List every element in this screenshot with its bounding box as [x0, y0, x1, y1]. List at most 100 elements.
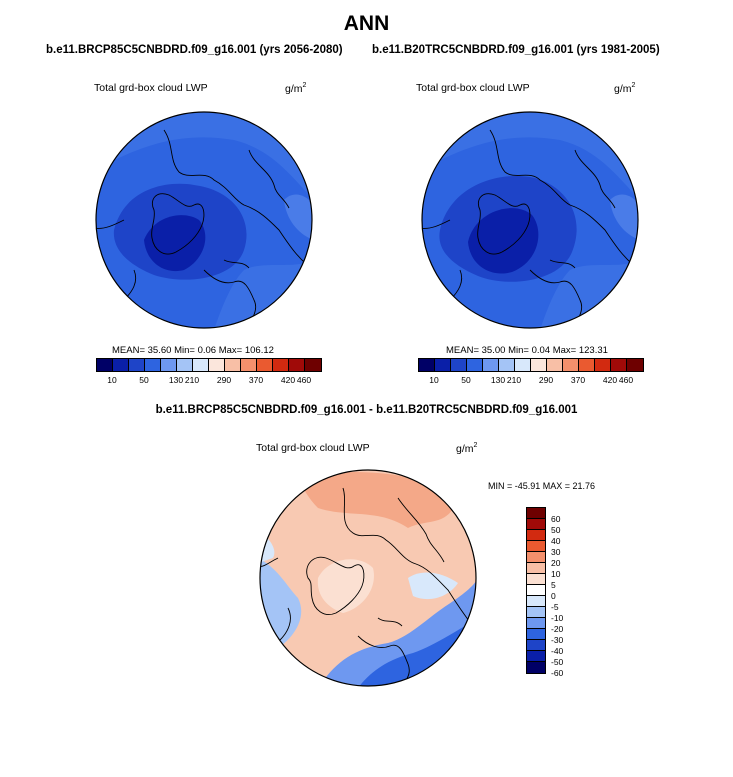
right-colorbar-swatch	[579, 359, 595, 371]
right-colorbar-swatch	[627, 359, 643, 371]
diff-units-label: g/m2	[456, 442, 478, 455]
right-colorbar-swatch	[595, 359, 611, 371]
diff-colorbar-tick-label: 30	[551, 547, 561, 557]
right-colorbar	[418, 358, 644, 372]
diff-colorbar-tick-label: 40	[551, 536, 561, 546]
left-colorbar-swatch	[177, 359, 193, 371]
right-colorbar-tick-label: 460	[618, 375, 634, 385]
diff-colorbar-tick-label: 50	[551, 525, 561, 535]
left-max-value: 106.12	[244, 345, 274, 356]
diff-colorbar-tick-label: -20	[551, 624, 564, 634]
right-colorbar-swatch	[499, 359, 515, 371]
diff-colorbar-swatch	[527, 530, 545, 541]
diff-colorbar-swatch	[527, 651, 545, 662]
diff-colorbar-tick-label: 60	[551, 514, 561, 524]
left-colorbar-tick-label: 460	[296, 375, 312, 385]
diff-colorbar	[526, 507, 546, 674]
right-colorbar-swatch	[435, 359, 451, 371]
right-colorbar-swatch	[515, 359, 531, 371]
left-colorbar-swatch	[193, 359, 209, 371]
left-mean-value: 35.60	[147, 345, 172, 356]
left-colorbar-swatch	[273, 359, 289, 371]
left-colorbar-swatch	[225, 359, 241, 371]
diff-colorbar-tick-label: 10	[551, 569, 561, 579]
diff-colorbar-swatch	[527, 640, 545, 651]
diff-colorbar-swatch	[527, 629, 545, 640]
right-colorbar-tick-label: 50	[461, 375, 471, 385]
diff-polar-map	[259, 469, 477, 687]
diff-colorbar-swatch	[527, 552, 545, 563]
left-colorbar-tick-label: 420	[280, 375, 296, 385]
diff-region-greenland-neutral	[317, 559, 374, 613]
diff-variable-label: Total grd-box cloud LWP	[256, 442, 370, 454]
right-colorbar-swatch	[419, 359, 435, 371]
left-units-label: g/m2	[285, 82, 307, 95]
diff-range-text: MIN = -45.91 MAX = 21.76	[488, 481, 596, 491]
figure-title: ANN	[343, 12, 390, 35]
right-max-value: 123.31	[578, 345, 608, 356]
diff-colorbar-swatch	[527, 508, 545, 519]
right-colorbar-swatch	[563, 359, 579, 371]
left-colorbar-swatch	[209, 359, 225, 371]
diff-colorbar-swatch	[527, 563, 545, 574]
left-stats: MEAN= 35.60 Min= 0.06 Max= 106.12	[112, 345, 274, 356]
diff-colorbar-tick-label: 5	[551, 580, 556, 590]
difference-title: b.e11.BRCP85C5CNBDRD.f09_g16.001 - b.e11…	[155, 404, 578, 416]
left-colorbar-swatch	[145, 359, 161, 371]
left-min-label: Min=	[174, 345, 195, 356]
right-polar-map	[421, 111, 639, 329]
left-colorbar-swatch	[97, 359, 113, 371]
diff-colorbar-swatch	[527, 574, 545, 585]
right-colorbar-swatch	[451, 359, 467, 371]
diff-colorbar-tick-label: -40	[551, 646, 564, 656]
right-variable-label: Total grd-box cloud LWP	[416, 82, 530, 94]
left-colorbar-swatch	[113, 359, 129, 371]
left-colorbar-tick-label: 130	[168, 375, 184, 385]
right-colorbar-tick-label: 370	[570, 375, 586, 385]
right-colorbar-swatch	[547, 359, 563, 371]
diff-colorbar-swatch	[527, 596, 545, 607]
left-colorbar-tick-label: 370	[248, 375, 264, 385]
right-colorbar-swatch	[467, 359, 483, 371]
right-colorbar-swatch	[531, 359, 547, 371]
diff-colorbar-tick-label: -5	[551, 602, 559, 612]
diff-coastlines	[260, 487, 476, 686]
left-region-north-pacific-east	[284, 194, 312, 240]
diff-colorbar-swatch	[527, 607, 545, 618]
diff-colorbar-tick-label: -30	[551, 635, 564, 645]
right-colorbar-swatch	[483, 359, 499, 371]
diff-colorbar-tick-label: -50	[551, 657, 564, 667]
right-min-value: 0.04	[531, 345, 551, 356]
left-colorbar-swatch	[257, 359, 273, 371]
diff-colorbar-swatch	[527, 519, 545, 530]
left-colorbar-swatch	[129, 359, 145, 371]
left-colorbar-tick-label: 50	[139, 375, 149, 385]
left-colorbar-tick-label: 290	[216, 375, 232, 385]
diff-colorbar-tick-label: -10	[551, 613, 564, 623]
right-region-north-pacific	[422, 112, 638, 200]
left-colorbar-swatch	[161, 359, 177, 371]
right-mean-label: MEAN=	[446, 345, 479, 356]
left-variable-label: Total grd-box cloud LWP	[94, 82, 208, 94]
right-colorbar-tick-label: 10	[429, 375, 439, 385]
diff-region-pacific-warm	[298, 472, 458, 528]
right-region-greenland	[468, 208, 539, 274]
left-colorbar	[96, 358, 322, 372]
right-stats: MEAN= 35.00 Min= 0.04 Max= 123.31	[446, 345, 608, 356]
diff-colorbar-swatch	[527, 585, 545, 596]
right-units-label: g/m2	[614, 82, 636, 95]
right-min-label: Min=	[508, 345, 529, 356]
right-colorbar-tick-label: 290	[538, 375, 554, 385]
right-case-title: b.e11.B20TRC5CNBDRD.f09_g16.001 (yrs 198…	[372, 44, 660, 56]
right-colorbar-tick-label: 210	[506, 375, 522, 385]
diff-colorbar-swatch	[527, 618, 545, 629]
left-colorbar-tick-label: 10	[107, 375, 117, 385]
right-mean-value: 35.00	[481, 345, 506, 356]
left-region-greenland	[144, 215, 206, 272]
right-colorbar-tick-label: 130	[490, 375, 506, 385]
diff-map-border	[259, 469, 477, 687]
diff-colorbar-swatch	[527, 541, 545, 552]
diff-colorbar-tick-label: -60	[551, 668, 564, 678]
right-max-label: Max=	[552, 345, 577, 356]
right-colorbar-ticks: 10 50 130 210 290 370 420 460	[418, 375, 644, 387]
